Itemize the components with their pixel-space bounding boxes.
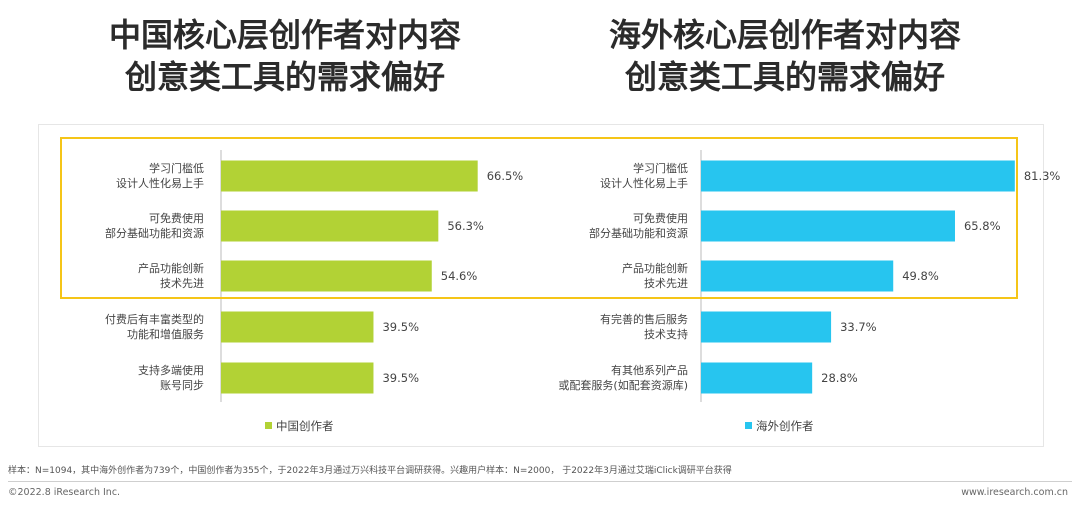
overseas-category-label: 产品功能创新 xyxy=(622,261,688,275)
china-value-label: 66.5% xyxy=(487,169,524,183)
china-bar xyxy=(221,362,374,394)
overseas-value-label: 49.8% xyxy=(902,269,939,283)
china-category-label: 学习门槛低 xyxy=(149,161,204,175)
overseas-category-label: 有完善的售后服务 xyxy=(600,312,688,326)
china-category-label: 设计人性化易上手 xyxy=(116,176,204,190)
overseas-category-label: 设计人性化易上手 xyxy=(600,176,688,190)
overseas-bar xyxy=(701,311,832,343)
title-line-1: 海外核心层创作者对内容 xyxy=(608,16,961,54)
china-bar xyxy=(221,260,432,292)
overseas-value-label: 65.8% xyxy=(964,219,1001,233)
china-category-label: 可免费使用 xyxy=(149,211,204,225)
website-link[interactable]: www.iresearch.com.cn xyxy=(961,487,1068,498)
china-category-label: 产品功能创新 xyxy=(138,261,204,275)
chart-title-china: 中国核心层创作者对内容 创意类工具的需求偏好 xyxy=(45,14,525,98)
china-value-label: 54.6% xyxy=(441,269,478,283)
copyright: ©2022.8 iResearch Inc. xyxy=(8,487,121,498)
overseas-category-label: 技术先进 xyxy=(644,277,688,290)
china-value-label: 56.3% xyxy=(447,219,484,233)
china-bar xyxy=(221,311,374,343)
overseas-value-label: 28.8% xyxy=(821,371,858,385)
china-bar xyxy=(221,160,478,192)
china-category-label: 付费后有丰富类型的 xyxy=(105,312,204,326)
overseas-category-label: 或配套服务(如配套资源库) xyxy=(558,378,688,392)
overseas-legend-label: 海外创作者 xyxy=(756,419,814,433)
china-category-label: 账号同步 xyxy=(160,379,204,392)
overseas-bar xyxy=(701,362,813,394)
china-category-label: 功能和增值服务 xyxy=(127,327,204,341)
china-bar xyxy=(221,210,439,242)
china-category-label: 支持多端使用 xyxy=(138,363,204,377)
title-line-2: 创意类工具的需求偏好 xyxy=(124,58,445,96)
sample-footnote: 样本：N=1094，其中海外创作者为739个，中国创作者为355个，于2022年… xyxy=(8,466,732,476)
china-category-label: 部分基础功能和资源 xyxy=(105,226,204,240)
title-line-1: 中国核心层创作者对内容 xyxy=(108,16,461,54)
china-value-label: 39.5% xyxy=(382,371,419,385)
overseas-bar xyxy=(701,160,1015,192)
overseas-value-label: 81.3% xyxy=(1024,169,1061,183)
overseas-legend-swatch xyxy=(745,422,752,429)
overseas-value-label: 33.7% xyxy=(840,320,877,334)
overseas-category-label: 技术支持 xyxy=(644,327,688,341)
overseas-category-label: 有其他系列产品 xyxy=(611,363,688,377)
china-legend-swatch xyxy=(265,422,272,429)
footer-divider xyxy=(8,481,1072,482)
overseas-category-label: 可免费使用 xyxy=(633,211,688,225)
overseas-category-label: 部分基础功能和资源 xyxy=(589,226,688,240)
overseas-bar xyxy=(701,260,894,292)
china-category-label: 技术先进 xyxy=(160,277,204,290)
china-legend-label: 中国创作者 xyxy=(276,419,334,433)
overseas-category-label: 学习门槛低 xyxy=(633,161,688,175)
chart-title-overseas: 海外核心层创作者对内容 创意类工具的需求偏好 xyxy=(545,14,1025,98)
china-value-label: 39.5% xyxy=(382,320,419,334)
title-line-2: 创意类工具的需求偏好 xyxy=(624,58,945,96)
overseas-bar xyxy=(701,210,955,242)
